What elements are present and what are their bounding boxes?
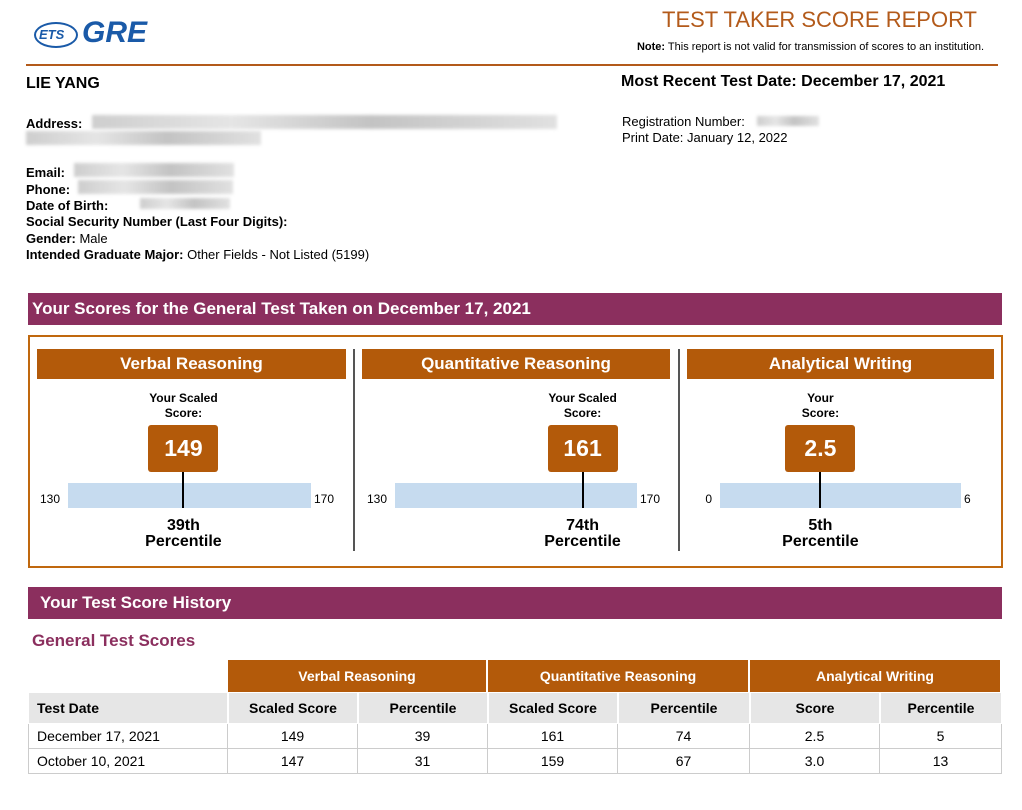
percentile-label: Percentile xyxy=(782,533,859,550)
table-cell: 2.5 xyxy=(750,724,880,749)
table-cell: 159 xyxy=(488,749,618,774)
major-value: Other Fields - Not Listed (5199) xyxy=(187,247,370,262)
gender-label: Gender: xyxy=(26,231,76,246)
table-cell: 5 xyxy=(880,724,1002,749)
ets-oval xyxy=(34,22,78,48)
score-marker xyxy=(581,467,584,508)
note-text: This report is not valid for transmissio… xyxy=(667,41,984,53)
table-cell: 13 xyxy=(880,749,1002,774)
group-header: Verbal Reasoning xyxy=(228,660,486,692)
range-bar xyxy=(395,483,637,508)
logo: ETS GRE xyxy=(30,12,168,56)
major-label: Intended Graduate Major: xyxy=(26,247,184,262)
history-band: Your Test Score History xyxy=(28,587,1002,619)
dob-redacted xyxy=(140,198,230,209)
score-box: 2.5 xyxy=(785,425,856,472)
panel-divider xyxy=(678,349,680,551)
score-caption: Score: xyxy=(164,406,203,420)
address-redacted xyxy=(26,131,261,145)
score-box: 161 xyxy=(547,425,618,472)
column-header: Percentile xyxy=(358,692,488,724)
registration-redacted xyxy=(757,116,819,126)
header-rule xyxy=(26,64,998,66)
gre-logo: GRE xyxy=(82,16,148,49)
note: Note: This report is not valid for trans… xyxy=(637,41,984,53)
address-label: Address: xyxy=(26,116,83,131)
major: Intended Graduate Major: Other Fields - … xyxy=(26,247,369,262)
score-marker xyxy=(819,467,822,508)
candidate-name: LIE YANG xyxy=(26,75,100,92)
percentile-label: Percentile xyxy=(145,533,222,550)
table-cell: 149 xyxy=(228,724,358,749)
gender-value: Male xyxy=(79,231,108,246)
column-header: Test Date xyxy=(28,692,228,724)
group-header: Quantitative Reasoning xyxy=(488,660,748,692)
history-title: Your Test Score History xyxy=(40,593,232,612)
score-caption: Your xyxy=(807,391,834,405)
phone-redacted xyxy=(78,180,233,194)
panel-header: Verbal Reasoning xyxy=(37,349,346,379)
panel-header: Quantitative Reasoning xyxy=(362,349,670,379)
column-header: Percentile xyxy=(880,692,1002,724)
phone-label: Phone: xyxy=(26,182,71,197)
column-header: Score xyxy=(750,692,880,724)
scores-band: Your Scores for the General Test Taken o… xyxy=(28,293,1002,325)
ets-logo: ETS xyxy=(39,27,65,42)
table-cell: 74 xyxy=(618,724,750,749)
score-marker xyxy=(182,467,185,508)
score-caption: Your Scaled xyxy=(149,391,218,405)
table-cell: 67 xyxy=(618,749,750,774)
range-bar xyxy=(68,483,311,508)
range-min: 0 xyxy=(705,492,712,506)
column-header: Percentile xyxy=(618,692,750,724)
table-cell: 3.0 xyxy=(750,749,880,774)
panel-divider xyxy=(353,349,355,551)
ssn-label: Social Security Number (Last Four Digits… xyxy=(26,214,288,229)
range-min: 130 xyxy=(39,492,60,506)
table-cell: October 10, 2021 xyxy=(28,749,228,774)
table-cell: 161 xyxy=(488,724,618,749)
score-caption: Score: xyxy=(801,406,840,420)
group-header: Analytical Writing xyxy=(750,660,1000,692)
percentile-label: Percentile xyxy=(544,533,621,550)
percentile: 74th xyxy=(566,517,599,534)
scores-box: Verbal Reasoning Your Scaled Score: 130 170 1… xyxy=(28,335,1003,568)
report-title: TEST TAKER SCORE REPORT xyxy=(662,7,977,32)
address-redacted xyxy=(92,115,557,129)
percentile: 5th xyxy=(808,517,833,534)
column-header: Scaled Score xyxy=(228,692,358,724)
test-date: Most Recent Test Date: December 17, 2021 xyxy=(621,73,946,90)
percentile: 39th xyxy=(166,517,200,534)
registration-label: Registration Number: xyxy=(622,114,745,129)
score-caption: Your Scaled xyxy=(548,391,617,405)
table-cell: December 17, 2021 xyxy=(28,724,228,749)
range-max: 170 xyxy=(640,492,661,506)
note-label: Note: xyxy=(636,41,666,53)
range-max: 170 xyxy=(314,492,335,506)
print-date: Print Date: January 12, 2022 xyxy=(622,130,788,145)
email-redacted xyxy=(74,163,234,177)
table-cell: 147 xyxy=(228,749,358,774)
panel-header: Analytical Writing xyxy=(687,349,994,379)
history-subtitle: General Test Scores xyxy=(32,631,196,650)
range-min: 130 xyxy=(366,492,387,506)
dob-label: Date of Birth: xyxy=(26,198,109,213)
table-cell: 31 xyxy=(358,749,488,774)
email-label: Email: xyxy=(26,165,66,180)
range-max: 6 xyxy=(964,492,971,506)
score-caption: Score: xyxy=(563,406,602,420)
table-cell: 39 xyxy=(358,724,488,749)
score-box: 149 xyxy=(148,425,219,472)
gender: Gender: Male xyxy=(26,231,108,246)
scores-title: Your Scores for the General Test Taken o… xyxy=(32,299,531,318)
column-header: Scaled Score xyxy=(488,692,618,724)
range-bar xyxy=(720,483,961,508)
